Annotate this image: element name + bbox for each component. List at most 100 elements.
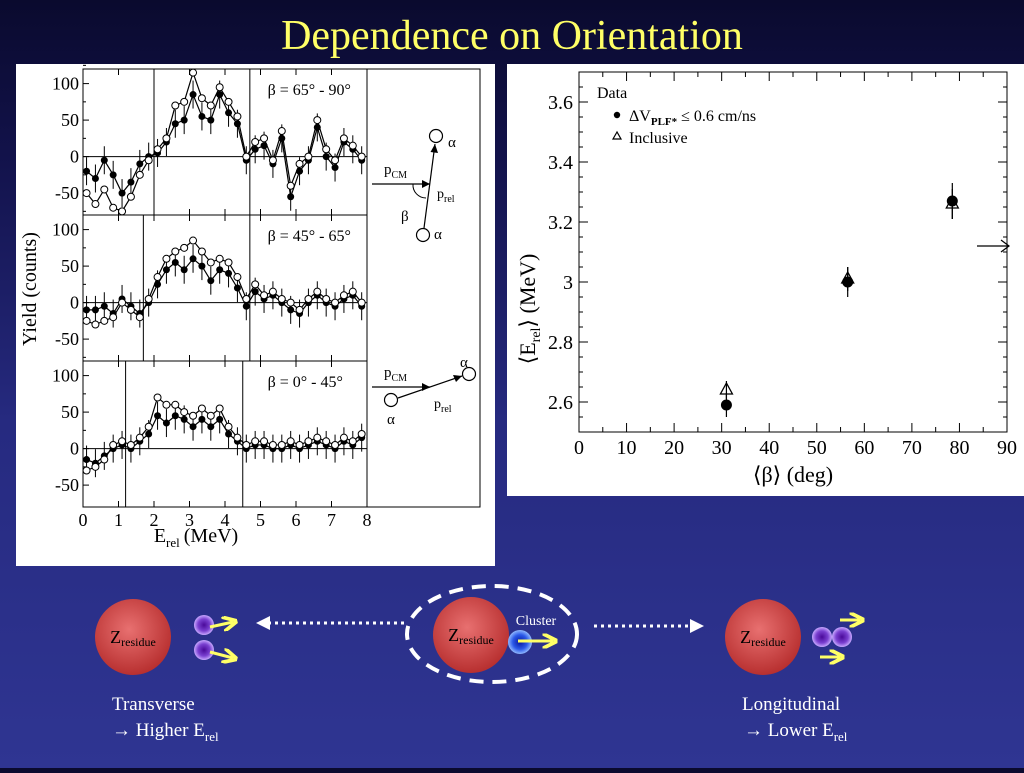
data-point-open <box>260 291 269 300</box>
y-tick-label: 3.2 <box>548 212 573 234</box>
data-point-open <box>268 287 277 296</box>
x-tick-label: 30 <box>712 437 732 459</box>
data-point-open <box>304 437 313 446</box>
data-point-triangle <box>840 270 855 284</box>
x-tick-label: 10 <box>617 437 637 459</box>
data-point-open <box>91 462 100 471</box>
data-point-open <box>180 243 189 252</box>
data-point-open <box>224 258 233 267</box>
data-point-open <box>153 273 162 282</box>
y-tick-label: -50 <box>55 329 79 349</box>
data-point-open <box>91 200 100 209</box>
data-point-filled <box>216 415 224 423</box>
data-point-open <box>126 440 135 449</box>
data-point-open <box>153 393 162 402</box>
data-point-open <box>260 134 269 143</box>
plot-frame <box>578 71 1008 433</box>
data-point-filled <box>189 423 197 431</box>
data-point-open <box>224 422 233 431</box>
data-point-open <box>348 437 357 446</box>
data-point-open <box>100 185 109 194</box>
erel-plot: 0 10 20 30 40 50 60 70 80 90 2.6 2.8 3 3.2 3.4 3.6 <box>548 71 1017 459</box>
data-point-open <box>224 97 233 106</box>
data-point-open <box>331 156 340 165</box>
x-tick-label: 80 <box>949 437 969 459</box>
x-tick-label: 20 <box>664 437 684 459</box>
data-point-filled <box>207 277 215 285</box>
data-point-open <box>357 298 366 307</box>
kinematics-diagram-box <box>366 68 481 508</box>
data-point-open <box>251 280 260 289</box>
data-point-open <box>197 247 206 256</box>
data-point-open <box>286 181 295 190</box>
reference-arrowhead <box>1000 239 1010 253</box>
data-point-filled <box>331 164 339 172</box>
data-point-open <box>348 287 357 296</box>
data-point-open <box>215 404 224 413</box>
data-point-filled <box>136 160 144 168</box>
data-point-open <box>162 400 171 409</box>
data-point-open <box>215 83 224 92</box>
x-tick-label: 3 <box>185 510 194 530</box>
dotted-arrow-right <box>594 619 704 633</box>
cluster-label: Cluster <box>516 614 557 629</box>
data-point-open <box>331 440 340 449</box>
svg-text:pCM: pCM <box>384 365 407 384</box>
data-point-filled <box>91 175 99 182</box>
data-point-filled <box>225 430 233 438</box>
x-tick-label: 2 <box>150 510 159 530</box>
y-tick-label: 100 <box>52 366 79 386</box>
beta-range-label: β = 0° - 45° <box>268 374 343 391</box>
data-point-open <box>162 134 171 143</box>
data-point-open <box>313 287 322 296</box>
data-point-open <box>82 316 91 325</box>
data-point-open <box>126 305 135 314</box>
data-point-filled <box>189 91 197 99</box>
data-point-filled <box>83 306 91 314</box>
data-point-open <box>215 254 224 263</box>
data-point-filled <box>109 171 117 179</box>
beta-mean-axis-label: ⟨β⟩ (deg) <box>753 462 833 487</box>
orientation-schematic-svg: Zresidue Zresidue Cluster <box>95 584 1024 684</box>
x-tick-label: 1 <box>114 510 123 530</box>
y-tick-label: 0 <box>70 147 79 167</box>
data-point-open <box>313 433 322 442</box>
orientation-schematic: Zresidue Zresidue Cluster <box>0 570 1024 768</box>
data-point-open <box>206 258 215 267</box>
data-point-open <box>206 411 215 420</box>
svg-text:prel: prel <box>434 397 452 415</box>
data-point-filled <box>91 306 99 314</box>
data-point-filled <box>171 412 179 420</box>
data-point-filled <box>198 262 206 270</box>
data-point-open <box>100 455 109 464</box>
data-point-filled <box>83 167 91 175</box>
legend-marker-filled <box>613 111 621 119</box>
yield-spectra-figure: 100 50 0 -50 β = 65° - 90° 100 50 0 -50 β = 45° -… <box>16 64 495 566</box>
svg-text:Zresidue: Zresidue <box>448 625 494 647</box>
data-point-filled <box>83 456 91 464</box>
data-point-filled <box>171 120 179 128</box>
y-tick-label: 3.6 <box>548 92 573 114</box>
slide-title: Dependence on Orientation <box>281 13 743 59</box>
data-point-filled <box>225 109 233 117</box>
longitudinal-alpha-pair <box>812 620 860 657</box>
legend-marker-triangle <box>611 130 623 140</box>
x-tick-label: 0 <box>79 510 88 530</box>
y-tick-label: 50 <box>61 256 79 276</box>
data-point-filled <box>145 430 153 438</box>
data-point-open <box>286 437 295 446</box>
data-point-open <box>286 298 295 307</box>
svg-text:α: α <box>387 412 395 428</box>
svg-text:α: α <box>448 135 456 151</box>
svg-text:α: α <box>460 355 468 371</box>
data-point-open <box>153 145 162 154</box>
data-point-filled <box>198 112 206 120</box>
data-point-open <box>242 440 251 449</box>
x-tick-label: 90 <box>997 437 1017 459</box>
y-tick-label: 0 <box>70 439 79 459</box>
x-tick-label: 6 <box>292 510 301 530</box>
data-point-open <box>357 430 366 438</box>
y-tick-label: 2.6 <box>548 392 573 414</box>
x-tick-label: 7 <box>327 510 336 530</box>
